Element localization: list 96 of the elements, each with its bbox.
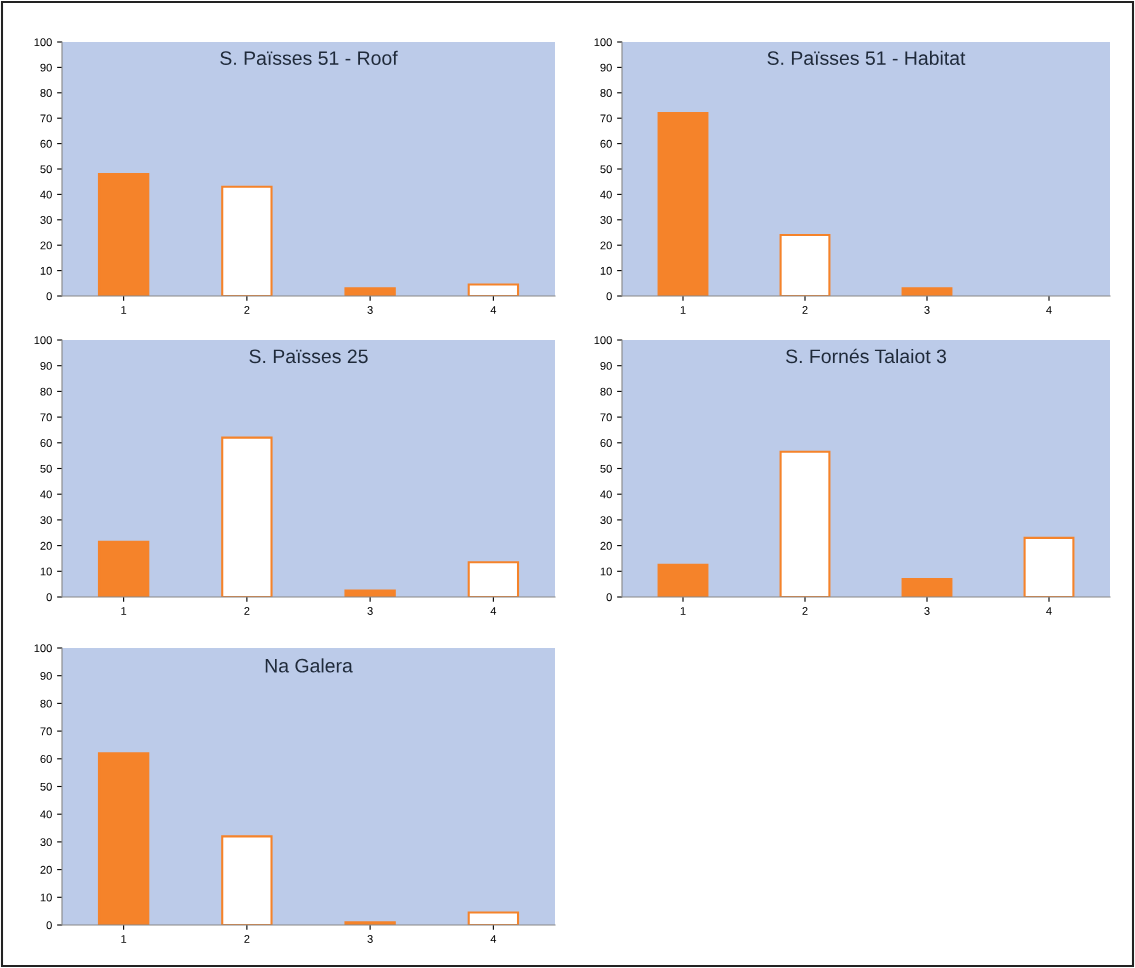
y-tick-label: 50 (600, 464, 612, 473)
y-tick-label: 20 (40, 541, 52, 550)
y-tick-label: 50 (40, 782, 52, 791)
y-tick-label: 0 (606, 292, 612, 301)
x-tick-label: 2 (802, 607, 808, 615)
y-tick-label: 10 (600, 567, 612, 576)
x-tick-label: 3 (367, 607, 373, 615)
y-tick-label: 60 (40, 139, 52, 148)
y-tick-label: 100 (594, 38, 612, 47)
y-tick-label: 80 (40, 699, 52, 708)
y-tick-label: 40 (40, 190, 52, 199)
x-tick-label: 4 (490, 306, 497, 314)
y-tick-label: 80 (40, 387, 52, 396)
bar (901, 577, 953, 597)
y-tick-label: 80 (600, 89, 612, 97)
y-tick-label: 70 (40, 413, 52, 422)
y-tick-label: 10 (40, 893, 52, 902)
chart-title: S. Païsses 25 (249, 349, 368, 364)
y-tick-label: 50 (600, 165, 612, 174)
x-tick-label: 1 (121, 306, 127, 314)
y-tick-label: 90 (40, 63, 52, 72)
y-tick-label: 30 (40, 516, 52, 525)
bar (467, 561, 520, 597)
y-tick-label: 70 (600, 413, 612, 422)
x-tick-label: 2 (244, 607, 250, 615)
y-tick-label: 90 (600, 361, 612, 370)
x-tick-label: 2 (244, 935, 250, 943)
y-tick-label: 30 (600, 516, 612, 525)
y-tick-label: 20 (40, 865, 52, 874)
bar (221, 185, 273, 296)
y-tick-label: 30 (600, 216, 612, 224)
x-tick-label: 3 (367, 306, 373, 314)
y-tick-label: 60 (40, 439, 52, 447)
x-tick-label: 1 (680, 607, 686, 615)
y-tick-label: 40 (40, 490, 52, 499)
x-tick-label: 3 (924, 306, 930, 314)
y-tick-label: 90 (40, 361, 52, 370)
chart-title: S. Païsses 51 - Habitat (767, 50, 966, 65)
bar (97, 752, 150, 925)
y-tick-label: 40 (600, 190, 612, 199)
bar (467, 911, 520, 925)
y-tick-label: 70 (40, 114, 52, 123)
x-tick-label: 4 (1046, 607, 1052, 615)
bar (779, 234, 831, 296)
y-tick-label: 0 (46, 292, 52, 301)
y-tick-label: 60 (40, 755, 52, 763)
x-tick-label: 4 (490, 607, 497, 615)
y-tick-label: 10 (40, 266, 52, 275)
bar (97, 540, 150, 597)
y-tick-label: 90 (600, 63, 612, 72)
x-tick-label: 2 (802, 306, 808, 314)
chart-title: S. Païsses 51 - Roof (220, 50, 398, 65)
y-tick-label: 0 (606, 593, 612, 602)
x-tick-label: 3 (924, 607, 930, 615)
x-tick-label: 4 (490, 935, 497, 943)
y-tick-label: 30 (40, 838, 52, 847)
x-tick-label: 4 (1046, 306, 1052, 314)
y-tick-label: 90 (40, 671, 52, 680)
y-tick-label: 40 (40, 810, 52, 819)
y-tick-label: 60 (600, 439, 612, 447)
bar (97, 173, 150, 296)
y-tick-label: 10 (40, 567, 52, 576)
bar (657, 563, 709, 597)
y-tick-label: 100 (34, 38, 52, 47)
bar (344, 287, 396, 296)
y-tick-label: 0 (46, 921, 52, 930)
x-tick-label: 3 (367, 935, 373, 943)
x-tick-label: 1 (121, 607, 127, 615)
y-tick-label: 50 (40, 464, 52, 473)
y-tick-label: 100 (594, 336, 612, 345)
x-tick-label: 2 (244, 306, 250, 314)
chart-title: Na Galera (265, 658, 353, 673)
y-tick-label: 70 (40, 727, 52, 736)
bar (1023, 536, 1075, 597)
y-tick-label: 70 (600, 114, 612, 123)
y-tick-label: 80 (40, 89, 52, 97)
x-tick-label: 1 (121, 935, 127, 943)
bar (901, 287, 953, 296)
y-tick-label: 50 (40, 165, 52, 174)
y-tick-label: 30 (40, 216, 52, 224)
y-tick-label: 100 (34, 644, 52, 653)
bar (779, 450, 831, 597)
y-tick-label: 100 (34, 336, 52, 345)
bar (221, 436, 273, 597)
y-tick-label: 10 (600, 266, 612, 275)
y-tick-label: 20 (600, 541, 612, 550)
bar (221, 835, 273, 925)
bar (657, 112, 709, 296)
y-tick-label: 20 (600, 241, 612, 250)
x-tick-label: 1 (680, 306, 686, 314)
y-tick-label: 80 (600, 387, 612, 396)
y-tick-label: 40 (600, 490, 612, 499)
chart-title: S. Fornés Talaiot 3 (786, 348, 947, 364)
y-tick-label: 0 (46, 593, 52, 602)
y-tick-label: 60 (600, 139, 612, 148)
y-tick-label: 20 (40, 241, 52, 250)
